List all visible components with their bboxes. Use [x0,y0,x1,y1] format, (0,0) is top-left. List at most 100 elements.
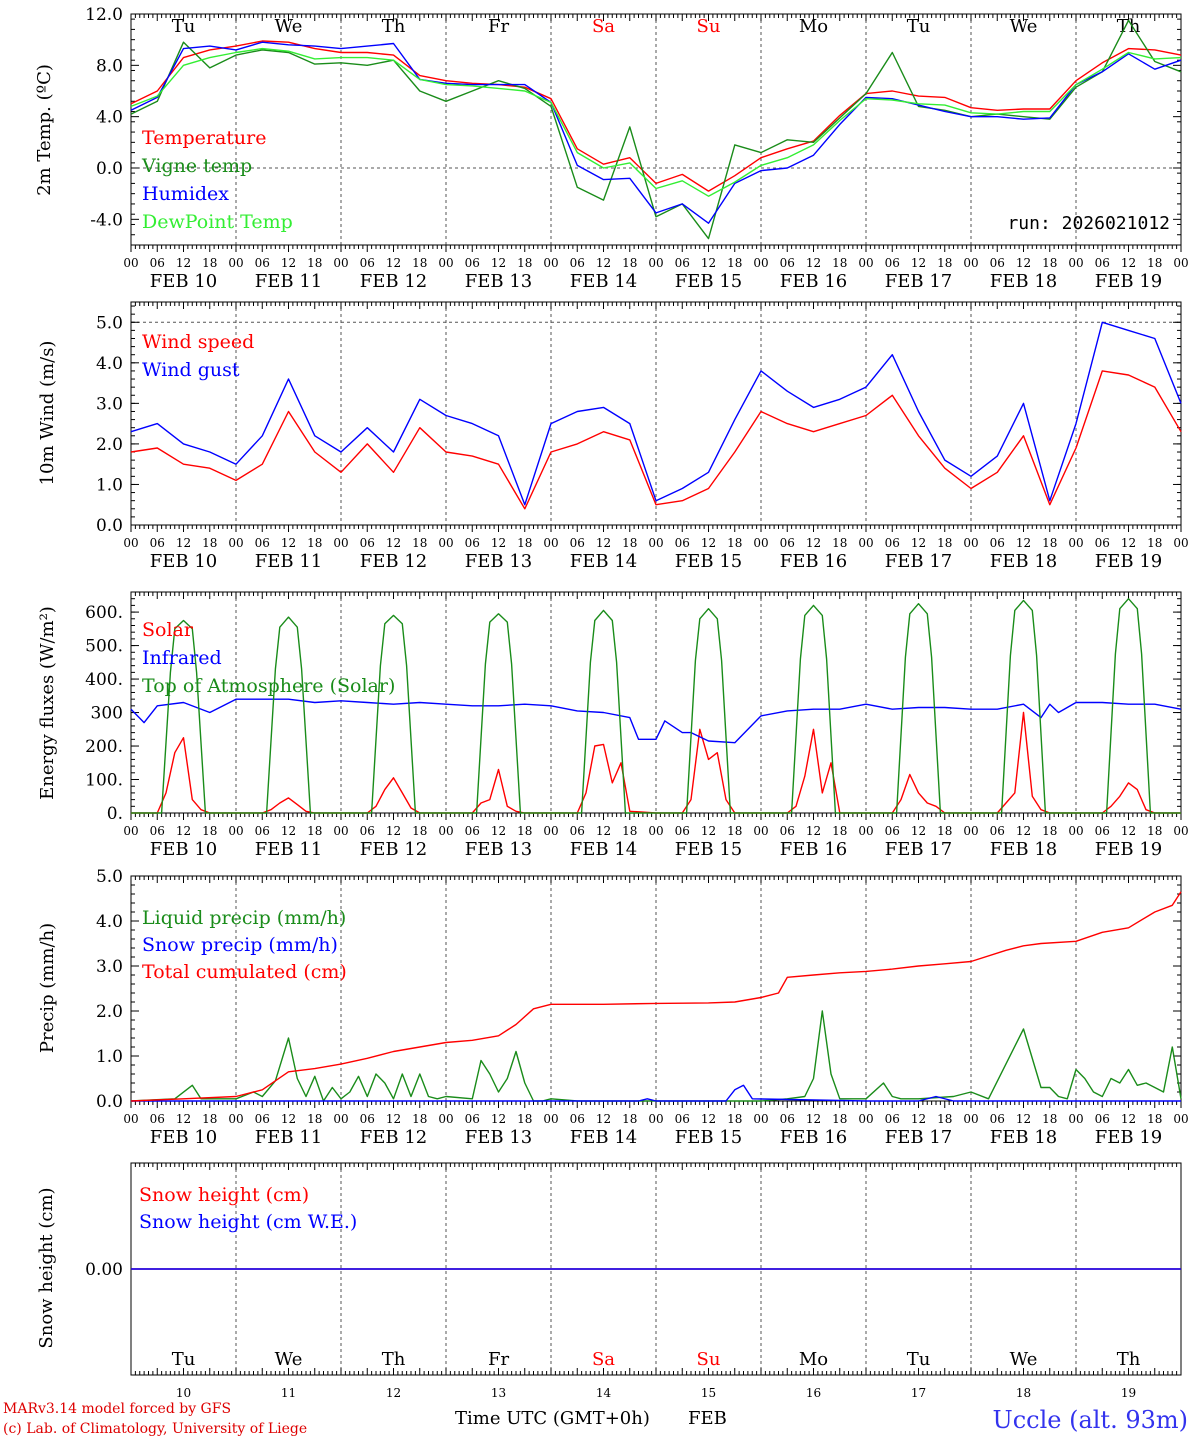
hour-label: 18 [832,256,847,270]
y-tick-label: 500. [85,637,123,657]
date-label: FEB 13 [465,551,532,572]
y-tick-label: 8.0 [96,56,123,76]
hour-label: 18 [937,536,952,550]
y-tick-label: 0.0 [96,516,123,536]
legend-entry: Liquid precip (mm/h) [142,907,346,929]
hour-label: 12 [596,1112,611,1126]
hour-label: 06 [465,1112,480,1126]
hour-label: 18 [412,536,427,550]
hour-label: 18 [1147,256,1162,270]
hour-label: 12 [596,256,611,270]
wind-gust-line [130,321,1182,506]
hour-label: 00 [1068,256,1083,270]
hour-label: 18 [832,824,847,838]
day-number-label: 16 [806,1386,821,1400]
y-tick-label: 3.0 [96,957,123,977]
hour-label: 18 [1042,1112,1057,1126]
hour-label: 06 [360,256,375,270]
weekday-label: Tu [172,16,196,37]
hour-label: 00 [333,256,348,270]
hour-label: 00 [1068,1112,1083,1126]
hour-label: 12 [701,824,716,838]
weekday-label: Su [697,1349,721,1370]
hour-label: 00 [333,824,348,838]
date-label: FEB 10 [150,1127,217,1148]
hour-label: 00 [123,536,138,550]
weekday-label: We [275,1349,303,1370]
hour-label: 06 [780,536,795,550]
hour-label: 12 [281,536,296,550]
hour-label: 18 [1042,256,1057,270]
legend-entry: Solar [142,619,194,641]
hour-label: 12 [1121,536,1136,550]
legend-entry: Wind speed [142,331,254,353]
hour-label: 06 [255,536,270,550]
hour-label: 06 [360,536,375,550]
hour-label: 18 [517,256,532,270]
hour-label: 06 [465,256,480,270]
y-tick-label: 0.0 [96,1092,123,1112]
y-tick-label: 200. [85,737,123,757]
top-of-atmosphere-solar-line [131,598,1181,814]
hour-label: 18 [937,256,952,270]
hour-label: 00 [1068,824,1083,838]
hour-label: 00 [1173,824,1188,838]
hour-label: 12 [1016,824,1031,838]
snow-y-axis-label: Snow height (cm) [36,1187,57,1348]
hour-label: 18 [1042,824,1057,838]
weekday-label: Th [382,1349,406,1370]
date-label: FEB 17 [885,271,952,292]
y-tick-label: 1.0 [96,475,123,495]
hour-label: 00 [228,536,243,550]
date-label: FEB 16 [780,271,847,292]
hour-label: 18 [307,1112,322,1126]
hour-label: 06 [150,824,165,838]
hour-label: 06 [150,1112,165,1126]
hour-label: 06 [885,824,900,838]
hour-label: 12 [491,256,506,270]
date-label: FEB 14 [570,1127,637,1148]
energy-panel: 0. 100. 200. 300 400. 500. 600. Energy fluxes (… [37,591,1189,860]
hour-label: 18 [1147,824,1162,838]
date-label: FEB 16 [780,1127,847,1148]
hour-label: 06 [675,536,690,550]
date-label: FEB 14 [570,551,637,572]
date-label: FEB 13 [465,839,532,860]
hour-label: 00 [753,256,768,270]
hour-label: 06 [1095,536,1110,550]
hour-label: 18 [937,1112,952,1126]
hour-label: 00 [1068,536,1083,550]
hour-label: 06 [570,256,585,270]
weekday-label: Mo [799,16,828,37]
date-label: FEB 10 [150,839,217,860]
hour-label: 06 [570,1112,585,1126]
date-label: FEB 18 [990,1127,1057,1148]
hour-label: 06 [1095,824,1110,838]
run-label: run: 2026021012 [1007,213,1170,234]
hour-label: 00 [123,256,138,270]
y-tick-label: 12.0 [85,5,123,25]
legend-entry: Infrared [142,647,222,669]
date-label: FEB 11 [255,839,322,860]
date-label: FEB 19 [1095,839,1162,860]
hour-label: 00 [228,824,243,838]
hour-label: 12 [386,256,401,270]
date-label: FEB 12 [360,271,427,292]
hour-label: 06 [675,256,690,270]
hour-label: 00 [543,1112,558,1126]
wind-y-axis-label: 10m Wind (m/s) [37,341,58,486]
station-label: Uccle (alt. 93m) [992,1406,1188,1434]
hour-label: 06 [255,256,270,270]
date-label: FEB 11 [255,551,322,572]
day-number-label: 19 [1121,1386,1136,1400]
hour-label: 12 [911,824,926,838]
hour-label: 12 [596,536,611,550]
temperature-panel: -4.0 0.0 4.0 8.0 12.0 2m Temp. (ºC) Tu We Th Fr Sa… [34,5,1189,292]
hour-label: 06 [465,824,480,838]
y-tick-label: 4.0 [96,912,123,932]
hour-label: 00 [648,1112,663,1126]
temperature-y-axis-label: 2m Temp. (ºC) [34,64,55,196]
hour-label: 00 [438,256,453,270]
hour-label: 00 [753,536,768,550]
weekday-label: Tu [172,1349,196,1370]
